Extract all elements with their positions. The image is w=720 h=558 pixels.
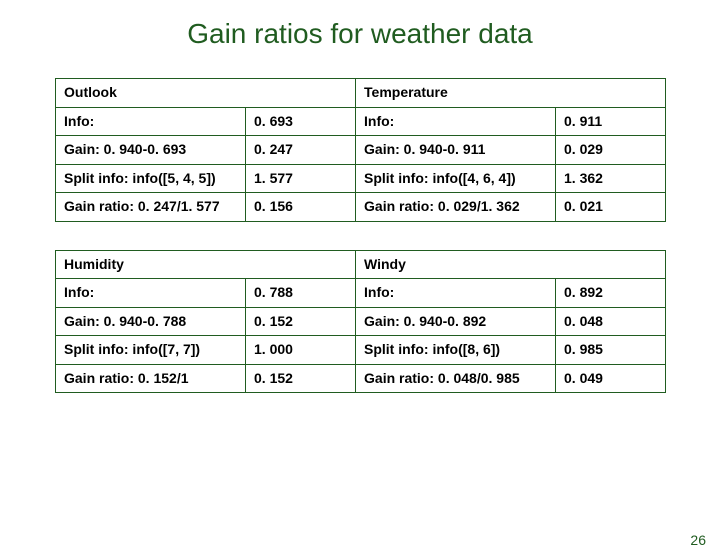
cell-value: 0. 247	[246, 136, 356, 165]
cell-value: 0. 788	[246, 279, 356, 308]
cell-label: Info:	[356, 279, 556, 308]
cell-value: 0. 156	[246, 193, 356, 222]
cell-value: 1. 362	[556, 164, 666, 193]
cell-label: Gain: 0. 940-0. 892	[356, 307, 556, 336]
cell-label: Gain ratio: 0. 048/0. 985	[356, 364, 556, 393]
cell-value: 0. 048	[556, 307, 666, 336]
page-number: 26	[690, 532, 706, 548]
cell-label: Gain ratio: 0. 247/1. 577	[56, 193, 246, 222]
table-row: Outlook Temperature	[56, 79, 666, 108]
table-humidity-windy: Humidity Windy Info: 0. 788 Info: 0. 892…	[55, 250, 666, 394]
cell-label: Info:	[56, 107, 246, 136]
cell-value: 0. 892	[556, 279, 666, 308]
table-row: Split info: info([7, 7]) 1. 000 Split in…	[56, 336, 666, 365]
cell-value: 0. 985	[556, 336, 666, 365]
cell-value: 1. 577	[246, 164, 356, 193]
cell-label: Gain: 0. 940-0. 788	[56, 307, 246, 336]
table-row: Info: 0. 693 Info: 0. 911	[56, 107, 666, 136]
cell-label: Split info: info([5, 4, 5])	[56, 164, 246, 193]
cell-label: Gain ratio: 0. 152/1	[56, 364, 246, 393]
table-outlook-temperature: Outlook Temperature Info: 0. 693 Info: 0…	[55, 78, 666, 222]
cell-value: 0. 029	[556, 136, 666, 165]
cell-value: 1. 000	[246, 336, 356, 365]
cell-label: Gain: 0. 940-0. 693	[56, 136, 246, 165]
table-header-left: Humidity	[56, 250, 356, 279]
table-row: Gain ratio: 0. 152/1 0. 152 Gain ratio: …	[56, 364, 666, 393]
cell-label: Split info: info([7, 7])	[56, 336, 246, 365]
table-header-left: Outlook	[56, 79, 356, 108]
cell-label: Split info: info([4, 6, 4])	[356, 164, 556, 193]
table-row: Gain: 0. 940-0. 693 0. 247 Gain: 0. 940-…	[56, 136, 666, 165]
cell-value: 0. 049	[556, 364, 666, 393]
cell-value: 0. 021	[556, 193, 666, 222]
table-row: Humidity Windy	[56, 250, 666, 279]
table-row: Gain: 0. 940-0. 788 0. 152 Gain: 0. 940-…	[56, 307, 666, 336]
cell-value: 0. 911	[556, 107, 666, 136]
cell-value: 0. 152	[246, 364, 356, 393]
cell-label: Gain ratio: 0. 029/1. 362	[356, 193, 556, 222]
cell-label: Split info: info([8, 6])	[356, 336, 556, 365]
cell-label: Info:	[356, 107, 556, 136]
table-row: Gain ratio: 0. 247/1. 577 0. 156 Gain ra…	[56, 193, 666, 222]
table-header-right: Temperature	[356, 79, 666, 108]
slide: Gain ratios for weather data Outlook Tem…	[0, 18, 720, 558]
tables-container: Outlook Temperature Info: 0. 693 Info: 0…	[55, 78, 665, 393]
cell-label: Info:	[56, 279, 246, 308]
table-row: Info: 0. 788 Info: 0. 892	[56, 279, 666, 308]
cell-value: 0. 693	[246, 107, 356, 136]
slide-title: Gain ratios for weather data	[0, 18, 720, 50]
cell-label: Gain: 0. 940-0. 911	[356, 136, 556, 165]
cell-value: 0. 152	[246, 307, 356, 336]
table-row: Split info: info([5, 4, 5]) 1. 577 Split…	[56, 164, 666, 193]
table-header-right: Windy	[356, 250, 666, 279]
